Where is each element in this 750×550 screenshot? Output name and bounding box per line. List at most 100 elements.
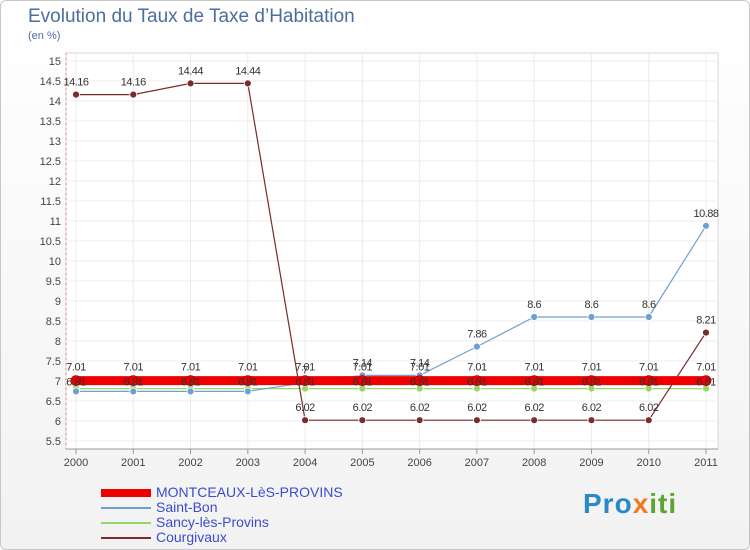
x-tick-label: 2002 bbox=[178, 457, 202, 469]
data-label-courgivaux: 6.02 bbox=[295, 402, 315, 414]
data-point-saint-bon bbox=[129, 387, 138, 396]
data-label-sancy: 6.81 bbox=[295, 377, 315, 389]
data-label-courgivaux: 14.16 bbox=[121, 77, 146, 89]
data-label-montceaux: 7.01 bbox=[467, 362, 487, 374]
data-point-courgivaux bbox=[644, 416, 653, 425]
series-line-saint-bon bbox=[76, 225, 707, 392]
data-label-sancy: 6.81 bbox=[582, 377, 602, 389]
data-point-courgivaux bbox=[358, 416, 367, 425]
data-point-montceaux bbox=[414, 375, 426, 387]
y-tick-label: 5.5 bbox=[46, 436, 61, 448]
data-point-courgivaux bbox=[129, 90, 138, 99]
data-point-courgivaux bbox=[415, 416, 424, 425]
y-tick-label: 13 bbox=[49, 136, 61, 148]
legend-swatch bbox=[101, 489, 151, 497]
data-point-saint-bon bbox=[587, 313, 596, 321]
data-point-montceaux bbox=[700, 375, 712, 387]
y-tick-label: 10.5 bbox=[40, 236, 61, 248]
x-tick-label: 2008 bbox=[522, 457, 546, 469]
data-label-montceaux: 7.01 bbox=[295, 362, 315, 374]
data-point-courgivaux bbox=[587, 416, 596, 425]
y-tick-label: 11.5 bbox=[40, 196, 61, 208]
data-point-saint-bon bbox=[530, 313, 539, 321]
data-point-saint-bon bbox=[72, 387, 80, 396]
data-label-courgivaux: 6.02 bbox=[467, 402, 487, 414]
data-label-courgivaux: 6.02 bbox=[582, 402, 602, 414]
data-point-montceaux bbox=[471, 375, 483, 387]
data-point-courgivaux bbox=[301, 416, 309, 425]
data-point-montceaux bbox=[299, 375, 311, 387]
data-point-montceaux bbox=[643, 375, 655, 387]
y-tick-label: 6.5 bbox=[46, 396, 61, 408]
series-line-courgivaux bbox=[76, 82, 707, 421]
legend: MONTCEAUX-LèS-PROVINS Saint-Bon Sancy-lè… bbox=[101, 485, 401, 545]
y-tick-label: 9 bbox=[55, 296, 61, 308]
proxiti-logo: Proxiti bbox=[583, 488, 678, 519]
x-tick-label: 2011 bbox=[694, 457, 718, 469]
data-label-saint-bon: 8.6 bbox=[642, 299, 656, 311]
y-tick-label: 12.5 bbox=[40, 156, 61, 168]
data-label-saint-bon: 8.6 bbox=[527, 299, 541, 311]
y-tick-label: 7 bbox=[55, 376, 61, 388]
data-label-montceaux: 7.01 bbox=[238, 362, 258, 374]
chart-title: Evolution du Taux de Taxe d’Habitation bbox=[28, 6, 355, 27]
x-tick-label: 2000 bbox=[64, 457, 88, 469]
y-tick-label: 15 bbox=[49, 56, 61, 68]
data-point-montceaux bbox=[586, 375, 597, 387]
y-tick-label: 7.5 bbox=[46, 356, 61, 368]
data-label-saint-bon: 8.6 bbox=[585, 299, 599, 311]
data-label-sancy: 6.81 bbox=[66, 377, 86, 389]
data-label-courgivaux: 6.02 bbox=[353, 402, 373, 414]
x-tick-label: 2004 bbox=[293, 457, 317, 469]
data-label-montceaux: 7.01 bbox=[124, 362, 144, 374]
data-point-montceaux bbox=[242, 375, 254, 387]
data-point-saint-bon bbox=[644, 313, 653, 321]
legend-label: MONTCEAUX-LèS-PROVINS bbox=[156, 484, 343, 500]
data-point-montceaux bbox=[127, 375, 139, 387]
legend-label: Saint-Bon bbox=[156, 499, 218, 515]
legend-swatch bbox=[101, 522, 151, 524]
data-point-montceaux bbox=[356, 375, 368, 387]
y-tick-label: 6 bbox=[55, 416, 61, 428]
data-label-courgivaux: 14.44 bbox=[178, 65, 203, 77]
x-tick-label: 2001 bbox=[121, 457, 145, 469]
data-point-courgivaux bbox=[702, 328, 710, 337]
legend-label: Sancy-lès-Provins bbox=[156, 514, 269, 530]
legend-item-saint-bon: Saint-Bon bbox=[101, 500, 401, 515]
x-tick-label: 2010 bbox=[636, 457, 660, 469]
data-label-sancy: 6.81 bbox=[696, 377, 716, 389]
legend-item-courgivaux: Courgivaux bbox=[101, 530, 401, 545]
data-point-montceaux bbox=[185, 375, 196, 387]
data-point-saint-bon bbox=[473, 342, 481, 351]
data-label-montceaux: 7.01 bbox=[353, 362, 373, 374]
data-point-courgivaux bbox=[243, 79, 252, 88]
legend-item-montceaux: MONTCEAUX-LèS-PROVINS bbox=[101, 485, 401, 500]
legend-swatch bbox=[101, 507, 151, 509]
data-label-courgivaux: 14.44 bbox=[235, 65, 260, 77]
data-point-montceaux bbox=[70, 375, 82, 387]
x-tick-label: 2005 bbox=[350, 457, 374, 469]
data-label-montceaux: 7.01 bbox=[524, 362, 544, 374]
x-tick-label: 2009 bbox=[579, 457, 603, 469]
data-point-courgivaux bbox=[186, 79, 195, 88]
data-label-sancy: 6.81 bbox=[639, 377, 659, 389]
y-tick-label: 9.5 bbox=[46, 276, 61, 288]
data-label-saint-bon: 7.14 bbox=[410, 357, 430, 369]
data-label-sancy: 6.81 bbox=[124, 377, 144, 389]
data-label-courgivaux: 6.02 bbox=[410, 402, 430, 414]
data-point-courgivaux bbox=[473, 416, 481, 425]
data-label-sancy: 6.81 bbox=[410, 377, 430, 389]
data-point-saint-bon bbox=[702, 221, 710, 230]
data-point-courgivaux bbox=[72, 90, 80, 99]
y-tick-label: 14 bbox=[49, 96, 61, 108]
data-label-montceaux: 7.01 bbox=[696, 362, 716, 374]
data-label-saint-bon: 10.88 bbox=[693, 208, 718, 220]
x-tick-label: 2007 bbox=[465, 457, 489, 469]
y-tick-label: 11 bbox=[50, 216, 61, 228]
data-label-montceaux: 7.01 bbox=[639, 362, 659, 374]
data-label-sancy: 6.81 bbox=[524, 377, 544, 389]
y-tick-label: 10 bbox=[49, 256, 61, 268]
y-tick-label: 8.5 bbox=[46, 316, 61, 328]
data-label-courgivaux: 6.02 bbox=[524, 402, 544, 414]
